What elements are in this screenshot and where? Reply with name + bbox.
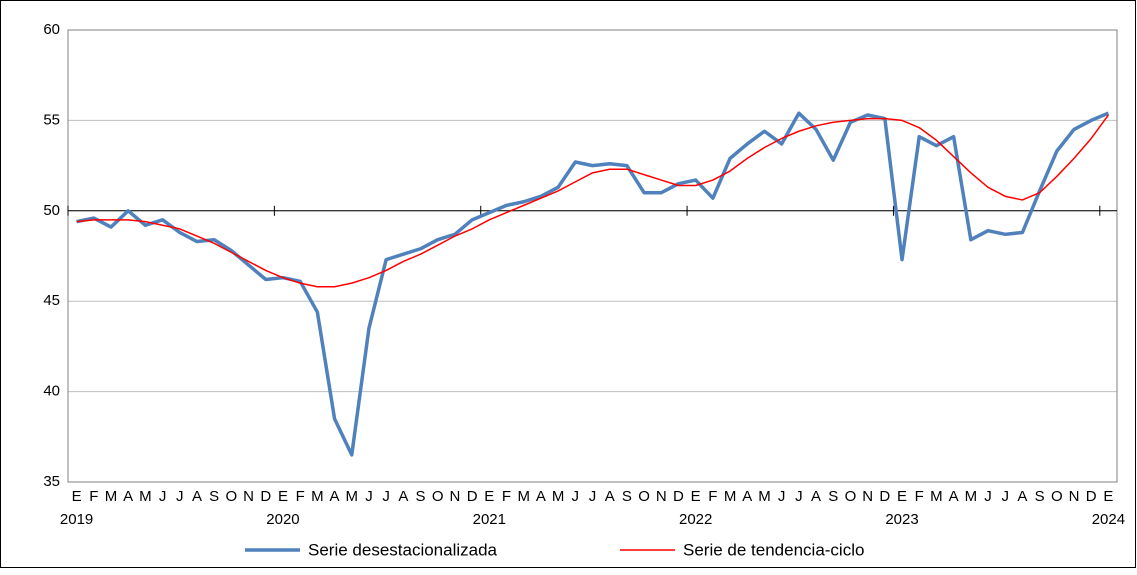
x-tick-label: A [742,488,752,505]
x-tick-label: J [159,488,167,505]
x-tick-label: A [949,488,959,505]
x-tick-label: M [311,488,324,505]
legend-label: Serie de tendencia-ciclo [683,540,864,559]
x-tick-label: D [467,488,478,505]
x-tick-label: S [209,488,219,505]
x-tick-label: A [192,488,202,505]
legend-label: Serie desestacionalizada [308,540,498,559]
x-tick-label: O [432,488,444,505]
x-tick-label: J [795,488,803,505]
y-tick-label: 45 [43,292,60,309]
x-tick-label: E [484,488,494,505]
x-tick-label: N [862,488,873,505]
x-tick-label: M [724,488,737,505]
x-tick-label: E [691,488,701,505]
x-tick-label: F [502,488,511,505]
x-tick-label: O [845,488,857,505]
y-tick-label: 50 [43,202,60,219]
x-tick-label: M [105,488,118,505]
x-tick-label: A [123,488,133,505]
x-tick-label: N [656,488,667,505]
x-tick-label: S [622,488,632,505]
x-tick-label: D [260,488,271,505]
y-tick-label: 60 [43,21,60,38]
x-tick-label: N [450,488,461,505]
x-tick-label: S [1035,488,1045,505]
x-tick-label: D [1086,488,1097,505]
x-tick-label: M [517,488,530,505]
x-tick-label: A [1017,488,1027,505]
x-tick-label: E [72,488,82,505]
year-label: 2022 [679,511,712,528]
x-tick-label: F [915,488,924,505]
x-tick-label: D [673,488,684,505]
x-tick-label: N [1069,488,1080,505]
x-tick-label: S [828,488,838,505]
x-tick-label: M [758,488,771,505]
x-tick-label: J [572,488,580,505]
plot-border [67,29,1118,483]
x-tick-label: J [1001,488,1009,505]
x-tick-label: J [589,488,597,505]
x-tick-label: E [278,488,288,505]
x-tick-label: A [330,488,340,505]
x-tick-label: J [176,488,184,505]
x-tick-label: O [638,488,650,505]
series-line [76,111,1110,457]
x-tick-label: F [296,488,305,505]
y-tick-label: 40 [43,383,60,400]
x-tick-label: M [965,488,978,505]
x-tick-label: J [365,488,373,505]
x-tick-label: O [1051,488,1063,505]
x-tick-label: N [243,488,254,505]
x-tick-label: J [984,488,992,505]
y-tick-label: 55 [43,111,60,128]
x-tick-label: E [1103,488,1113,505]
x-tick-label: A [811,488,821,505]
year-label: 2024 [1092,511,1125,528]
x-tick-label: M [552,488,565,505]
year-label: 2019 [60,511,93,528]
x-tick-label: A [398,488,408,505]
series-line [76,114,1110,288]
x-tick-label: F [89,488,98,505]
x-tick-label: M [930,488,943,505]
x-tick-label: S [416,488,426,505]
x-tick-label: M [345,488,358,505]
x-tick-label: J [778,488,786,505]
x-tick-label: F [708,488,717,505]
x-tick-label: J [382,488,390,505]
x-tick-label: D [879,488,890,505]
x-tick-label: O [226,488,238,505]
y-tick-label: 35 [43,473,60,490]
x-tick-label: M [139,488,152,505]
year-label: 2023 [885,511,918,528]
x-tick-label: A [536,488,546,505]
year-label: 2020 [266,511,299,528]
x-tick-label: E [897,488,907,505]
year-label: 2021 [473,511,506,528]
x-tick-label: A [605,488,615,505]
